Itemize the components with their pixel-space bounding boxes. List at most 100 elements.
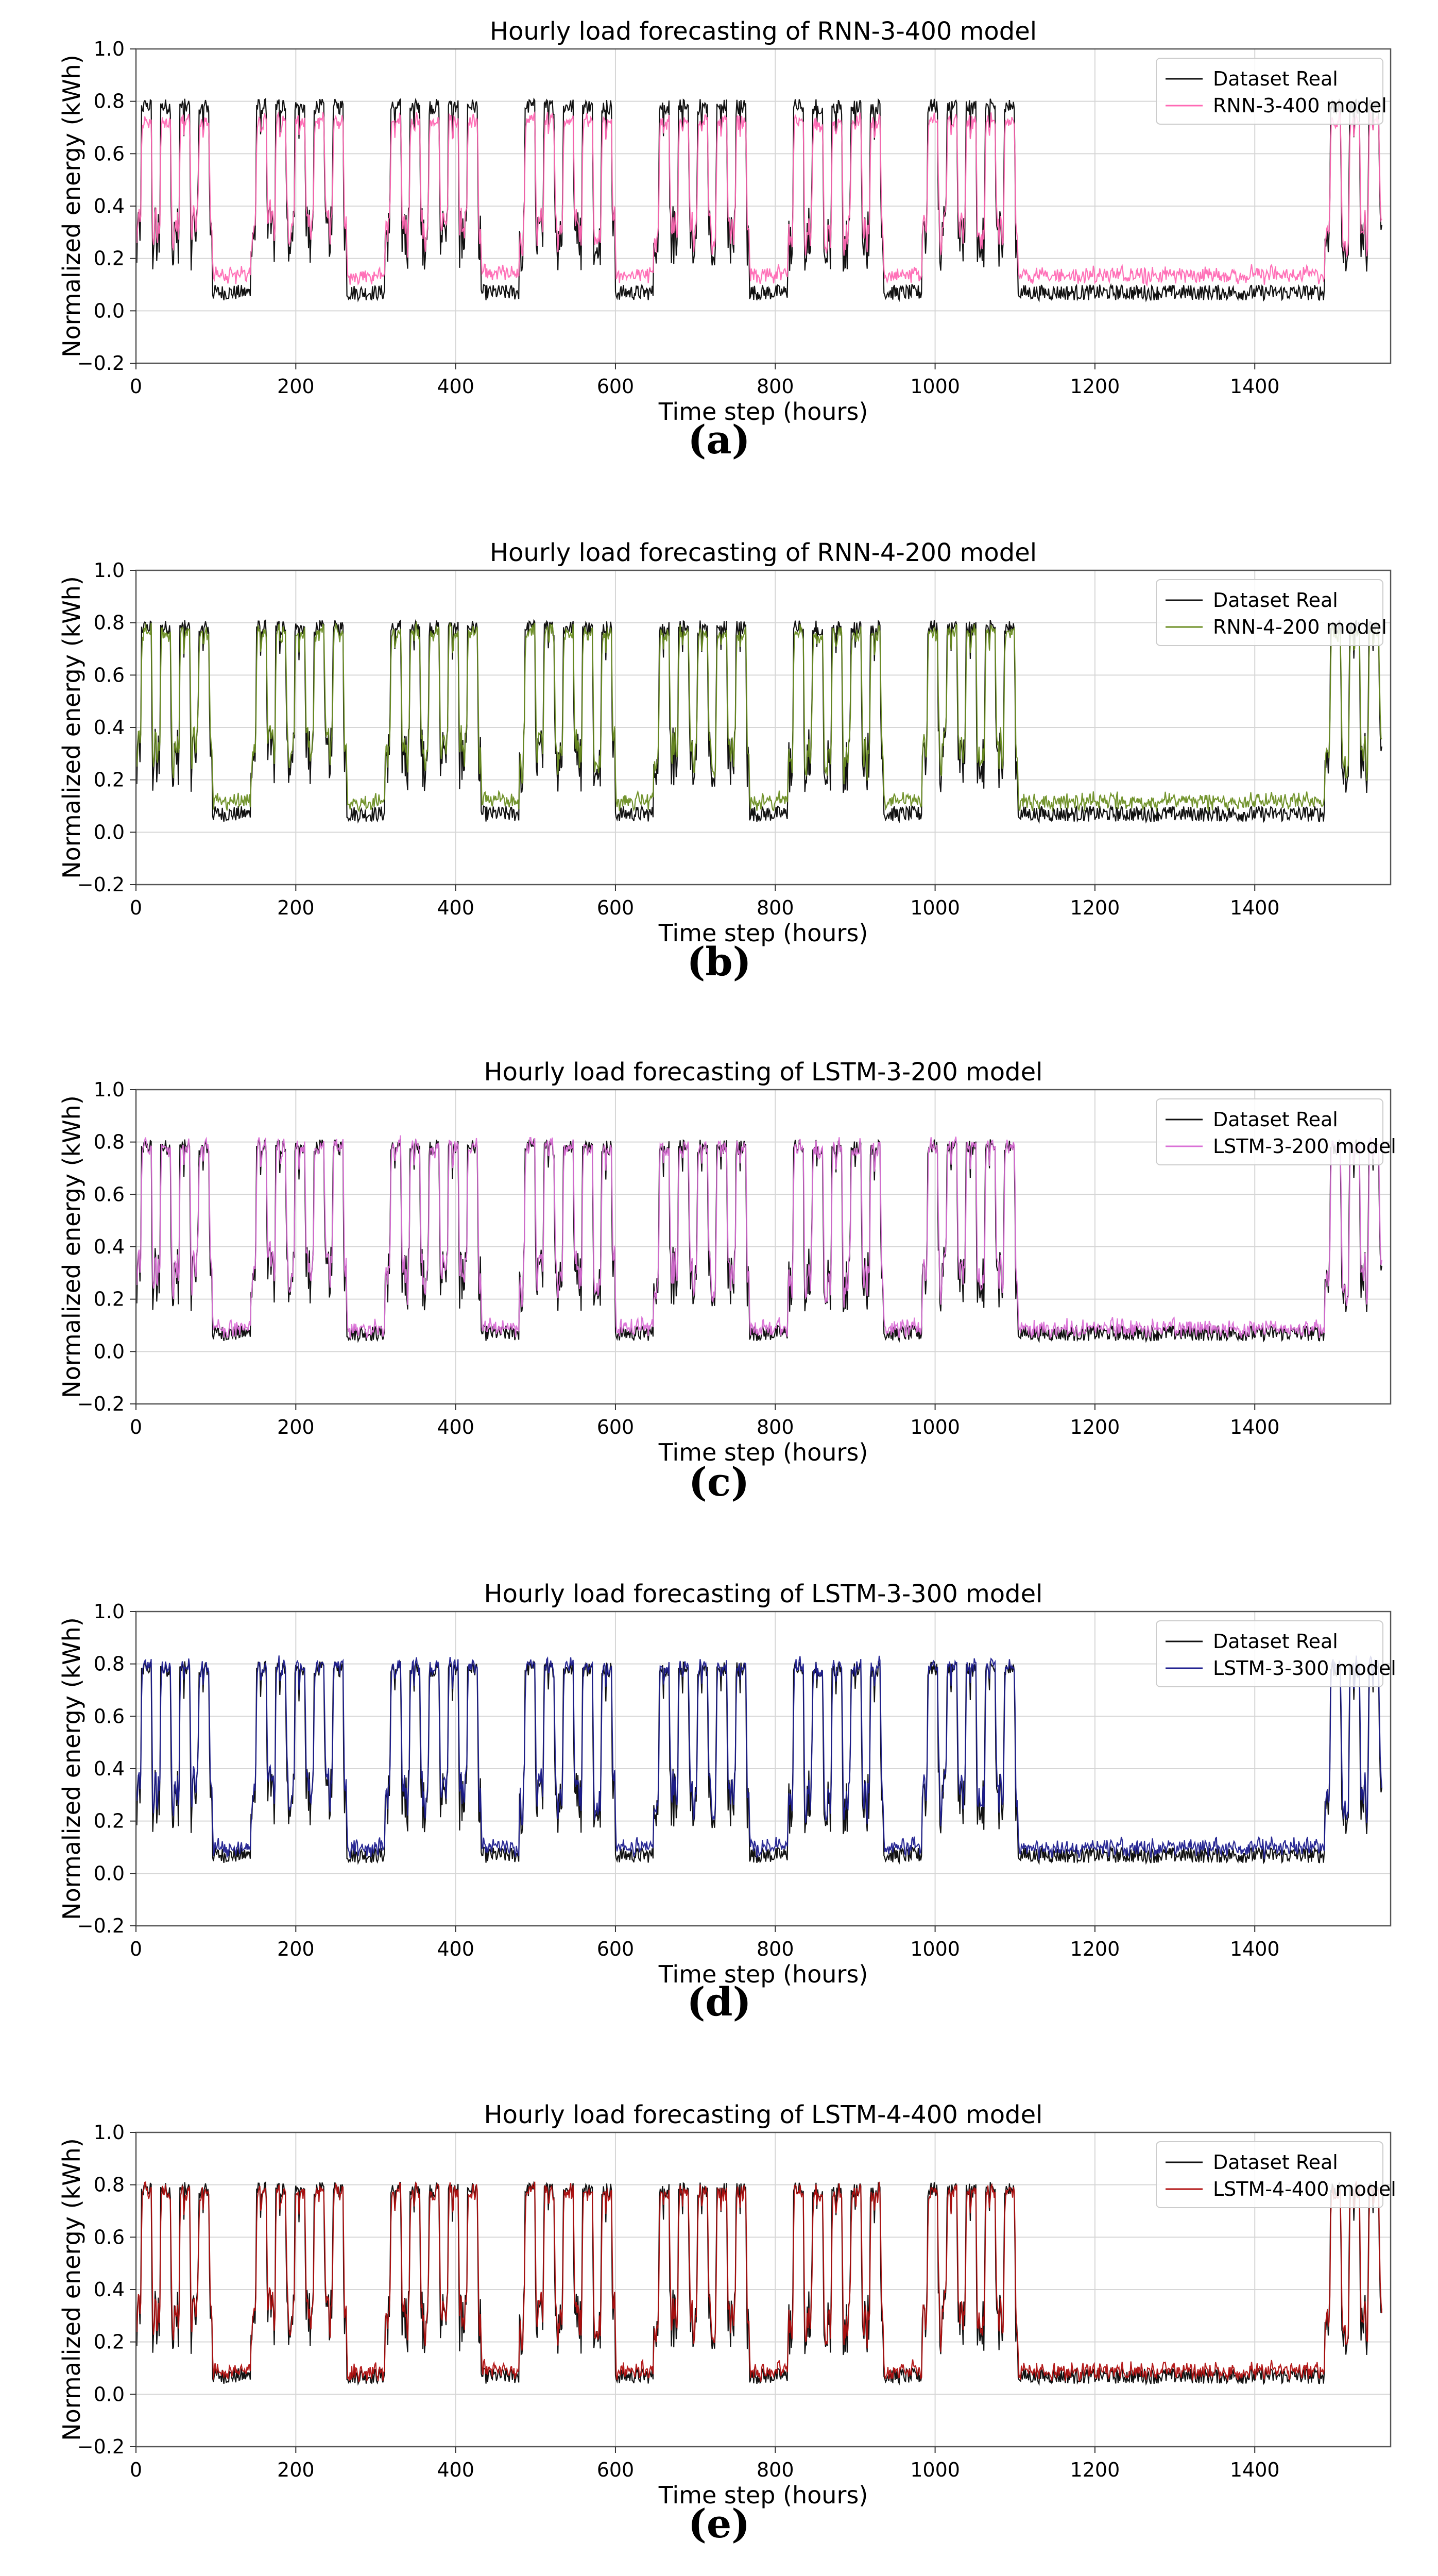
series-line-forecast <box>135 620 1382 812</box>
y-tick-label: 0.4 <box>94 195 125 217</box>
y-tick-label: 1.0 <box>94 1600 125 1623</box>
y-tick-label: 0.0 <box>94 821 125 843</box>
y-tick-label: 0.4 <box>94 1757 125 1780</box>
x-tick-label: 1200 <box>1070 1416 1120 1438</box>
x-tick-label: 200 <box>277 2459 315 2481</box>
x-tick-label: 0 <box>130 1938 142 1960</box>
x-tick-label: 800 <box>757 375 794 398</box>
chart-panel: 0 200 400 600 800 1000 1200 1400 −0.2 0.0 0.2 0.4 0.… <box>58 17 1392 463</box>
chart-panel: 0 200 400 600 800 1000 1200 1400 −0.2 0.0 0.2 0.4 0.… <box>58 1580 1396 2025</box>
y-tick-label: −0.2 <box>77 2435 125 2458</box>
chart-title: Hourly load forecasting of LSTM-3-300 mo… <box>484 1580 1042 1608</box>
chart-panel: 0 200 400 600 800 1000 1200 1400 −0.2 0.0 0.2 0.4 0.… <box>58 538 1392 985</box>
legend-box <box>1156 2141 1383 2208</box>
x-tick-label: 400 <box>437 1416 474 1438</box>
x-axis-label: Time step (hours) <box>658 2481 868 2509</box>
legend: Dataset Real LSTM-4-400 model <box>1156 2141 1396 2208</box>
x-tick-label: 600 <box>597 1416 635 1438</box>
x-tick-label: 200 <box>277 1416 315 1438</box>
legend-label-forecast: LSTM-4-400 model <box>1213 2178 1396 2200</box>
y-tick-label: 0.0 <box>94 2383 125 2405</box>
y-tick-label: 0.8 <box>94 612 125 634</box>
y-tick-label: 0.6 <box>94 1705 125 1727</box>
legend-box <box>1156 579 1383 646</box>
y-axis-label: Normalized energy (kWh) <box>58 55 85 358</box>
x-tick-label: 800 <box>757 1416 794 1438</box>
y-tick-label: 0.8 <box>94 1131 125 1154</box>
y-axis-label: Normalized energy (kWh) <box>58 2138 85 2441</box>
y-tick-label: 0.2 <box>94 247 125 270</box>
x-tick-label: 1400 <box>1230 1938 1280 1960</box>
y-tick-label: 0.0 <box>94 1862 125 1885</box>
x-tick-label: 1200 <box>1070 1938 1120 1960</box>
y-tick-label: 0.8 <box>94 90 125 113</box>
y-tick-label: −0.2 <box>77 873 125 896</box>
legend-label-real: Dataset Real <box>1213 67 1338 90</box>
x-tick-label: 0 <box>130 896 142 919</box>
y-tick-label: 1.0 <box>94 2121 125 2144</box>
x-tick-label: 1200 <box>1070 375 1120 398</box>
x-tick-label: 600 <box>597 375 635 398</box>
x-tick-label: 600 <box>597 896 635 919</box>
panel-label: (b) <box>687 939 751 985</box>
series-line-forecast <box>135 1135 1382 1339</box>
y-tick-label: 0.2 <box>94 769 125 791</box>
x-tick-label: 400 <box>437 2459 474 2481</box>
x-tick-label: 600 <box>597 2459 635 2481</box>
panel-label: (d) <box>687 1979 751 2025</box>
chart-title: Hourly load forecasting of RNN-3-400 mod… <box>490 17 1037 46</box>
legend-label-real: Dataset Real <box>1213 1108 1338 1131</box>
legend: Dataset Real RNN-3-400 model <box>1156 58 1387 125</box>
y-tick-label: 0.0 <box>94 299 125 322</box>
y-tick-label: 0.6 <box>94 664 125 686</box>
x-tick-label: 200 <box>277 896 315 919</box>
x-tick-label: 400 <box>437 896 474 919</box>
chart-panel: 0 200 400 600 800 1000 1200 1400 −0.2 0.0 0.2 0.4 0.… <box>58 2100 1396 2547</box>
x-tick-label: 1400 <box>1230 1416 1280 1438</box>
x-tick-label: 1400 <box>1230 375 1280 398</box>
panel-label: (a) <box>688 417 750 463</box>
chart-panel: 0 200 400 600 800 1000 1200 1400 −0.2 0.0 0.2 0.4 0.… <box>58 1058 1396 1505</box>
x-axis-label: Time step (hours) <box>658 1438 868 1466</box>
x-tick-label: 1000 <box>910 1938 960 1960</box>
legend-label-forecast: LSTM-3-300 model <box>1213 1657 1396 1680</box>
x-tick-label: 200 <box>277 1938 315 1960</box>
legend-box <box>1156 1620 1383 1687</box>
x-tick-label: 0 <box>130 2459 142 2481</box>
panel-label: (c) <box>689 1459 749 1505</box>
x-tick-label: 200 <box>277 375 315 398</box>
x-tick-label: 1000 <box>910 1416 960 1438</box>
legend-label-forecast: RNN-4-200 model <box>1213 616 1387 638</box>
legend-box <box>1156 58 1383 125</box>
y-tick-label: 1.0 <box>94 38 125 60</box>
chart-title: Hourly load forecasting of RNN-4-200 mod… <box>490 538 1037 567</box>
y-tick-label: 0.8 <box>94 2174 125 2196</box>
y-tick-label: 0.2 <box>94 2331 125 2353</box>
x-tick-label: 1400 <box>1230 896 1280 919</box>
series-line-real <box>135 97 1382 303</box>
panel-label: (e) <box>688 2501 750 2547</box>
y-tick-label: 0.4 <box>94 1235 125 1258</box>
x-tick-label: 0 <box>130 1416 142 1438</box>
x-axis-label: Time step (hours) <box>658 1960 868 1988</box>
series-line-forecast <box>135 110 1382 287</box>
x-tick-label: 800 <box>757 2459 794 2481</box>
series-line-real <box>135 1138 1382 1344</box>
legend-label-forecast: RNN-3-400 model <box>1213 94 1387 117</box>
y-tick-label: 0.8 <box>94 1653 125 1675</box>
x-tick-label: 400 <box>437 375 474 398</box>
y-tick-label: 0.2 <box>94 1810 125 1833</box>
x-tick-label: 600 <box>597 1938 635 1960</box>
x-tick-label: 1400 <box>1230 2459 1280 2481</box>
x-axis-label: Time step (hours) <box>658 919 868 947</box>
x-tick-label: 1000 <box>910 375 960 398</box>
series-line-real <box>135 619 1382 824</box>
y-tick-label: −0.2 <box>77 352 125 375</box>
x-tick-label: 800 <box>757 896 794 919</box>
y-tick-label: 1.0 <box>94 1078 125 1101</box>
legend-label-real: Dataset Real <box>1213 2151 1338 2174</box>
chart-title: Hourly load forecasting of LSTM-3-200 mo… <box>484 1058 1042 1087</box>
legend: Dataset Real LSTM-3-200 model <box>1156 1098 1396 1165</box>
chart-title: Hourly load forecasting of LSTM-4-400 mo… <box>484 2100 1042 2129</box>
y-tick-label: 0.0 <box>94 1340 125 1363</box>
